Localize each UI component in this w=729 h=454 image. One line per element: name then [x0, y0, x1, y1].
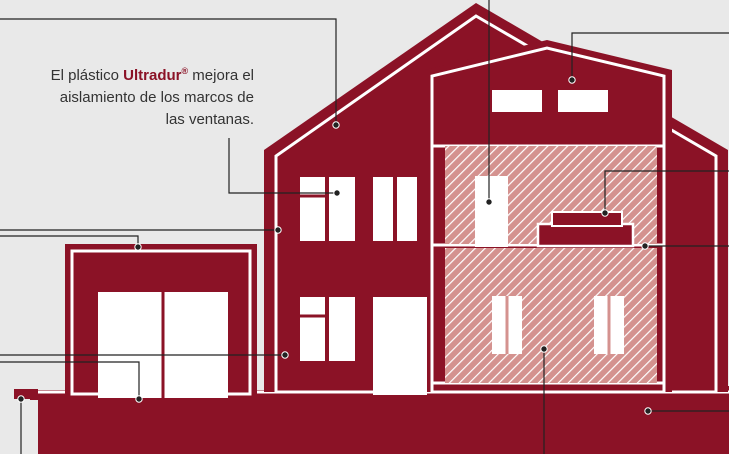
wall-insulation-lower — [445, 248, 657, 383]
balcony-door — [475, 176, 508, 247]
caption-before: El plástico — [50, 67, 124, 84]
garage — [65, 244, 257, 398]
caption-after: mejora el aislamiento de los marcos de l… — [59, 67, 254, 128]
main-house-openings — [300, 177, 427, 395]
balcony — [538, 224, 633, 246]
right-house — [425, 40, 672, 394]
leader-dots — [17, 76, 652, 415]
attic-window — [558, 90, 608, 112]
window-frame-caption: El plástico Ultradur® mejora el aislamie… — [40, 60, 254, 131]
attic-window — [492, 90, 542, 112]
planter — [552, 212, 622, 226]
front-door — [373, 297, 427, 395]
leader-roof — [0, 18, 337, 125]
leader-window-frame — [228, 138, 337, 194]
leader-attic — [571, 32, 729, 80]
leader-garage-door — [0, 361, 140, 399]
leader-planter — [604, 170, 729, 213]
caption-registered-mark: ® — [181, 66, 189, 76]
caption-brand: Ultradur — [123, 67, 182, 84]
